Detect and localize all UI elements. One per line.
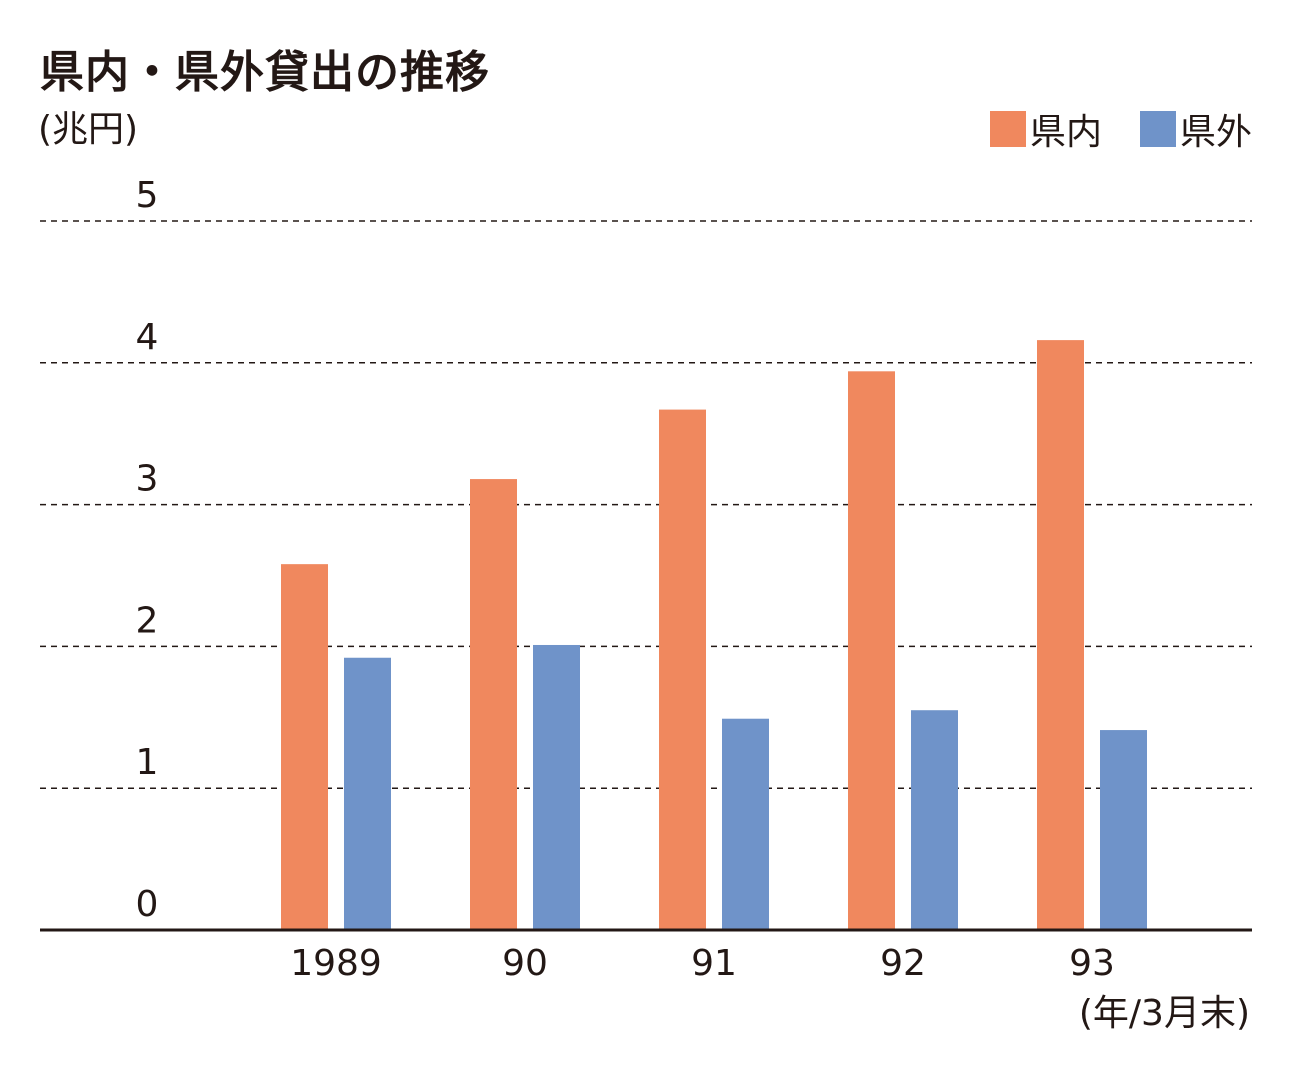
bar-domestic-93: [1037, 340, 1084, 930]
bar-domestic-91: [659, 409, 706, 930]
legend-swatch-external: [1139, 111, 1176, 147]
x-tick-labels: 1989 90 91 92 93: [290, 943, 1115, 984]
y-tick-label-0: 0: [136, 884, 159, 925]
legend: 県内 県外: [952, 103, 1252, 155]
chart-title: 県内・県外貸出の推移: [40, 47, 490, 98]
y-unit-label: (兆円): [38, 109, 139, 150]
x-tick-label-91: 91: [691, 943, 737, 984]
legend-label-external: 県外: [1179, 112, 1252, 153]
legend-item-external: 県外: [1139, 103, 1252, 155]
y-tick-label-3: 3: [136, 459, 159, 500]
legend-item-domestic: 県内: [989, 103, 1102, 155]
y-tick-label-2: 2: [136, 600, 159, 641]
legend-swatch-domestic: [989, 111, 1026, 147]
legend-label-domestic: 県内: [1029, 112, 1102, 153]
x-tick-label-92: 92: [880, 943, 926, 984]
bar-external-92: [911, 710, 958, 930]
x-unit-label: (年/3月末): [1079, 993, 1250, 1034]
y-tick-label-1: 1: [136, 742, 159, 783]
x-tick-label-93: 93: [1069, 943, 1115, 984]
y-tick-label-5: 5: [136, 175, 159, 216]
bar-external-1989: [344, 657, 391, 930]
y-tick-label-4: 4: [136, 317, 159, 358]
grid-lines: [40, 220, 1252, 789]
bar-external-93: [1100, 730, 1147, 930]
bar-external-90: [533, 644, 580, 930]
y-tick-labels: 0 1 2 3 4 5: [136, 175, 159, 925]
bar-domestic-90: [470, 479, 517, 930]
bar-external-91: [722, 718, 769, 930]
bar-domestic-1989: [281, 564, 328, 930]
bar-domestic-92: [848, 371, 895, 931]
bars: [281, 340, 1147, 931]
x-tick-label-1989: 1989: [290, 943, 382, 984]
x-tick-label-90: 90: [502, 943, 548, 984]
